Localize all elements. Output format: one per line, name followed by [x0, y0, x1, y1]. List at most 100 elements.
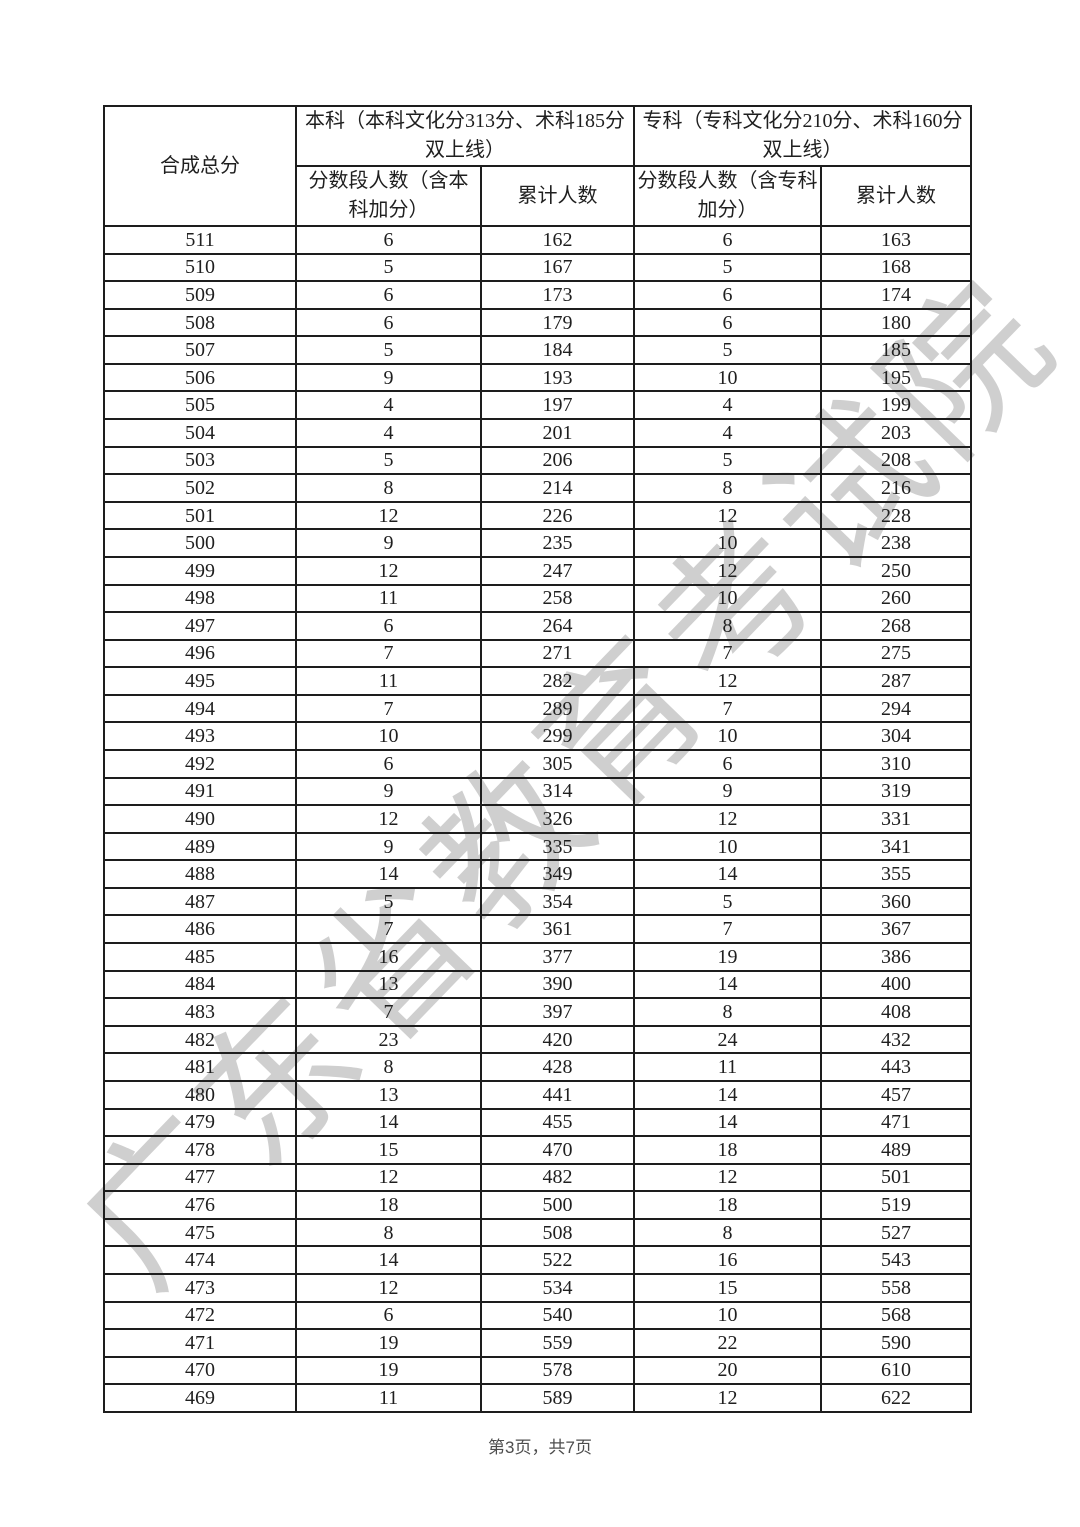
zhuanke-cumulative-cell: 238 [820, 528, 972, 558]
score-cell: 482 [103, 1024, 297, 1055]
zhuanke-count-cell: 9 [633, 776, 822, 807]
benke-count-cell: 9 [295, 362, 482, 393]
zhuanke-cumulative-cell: 519 [820, 1190, 972, 1220]
score-cell: 485 [103, 942, 297, 972]
zhuanke-cumulative-cell: 408 [820, 997, 972, 1027]
benke-cumulative-cell: 247 [480, 555, 635, 586]
benke-cumulative-cell: 193 [480, 362, 635, 393]
zhuanke-count-cell: 10 [633, 362, 822, 393]
benke-count-cell: 11 [295, 666, 482, 696]
table-row: 478 15 470 18 489 [103, 1135, 972, 1165]
benke-cumulative-cell: 534 [480, 1272, 635, 1303]
benke-count-cell: 16 [295, 942, 482, 972]
zhuanke-cumulative-cell: 489 [820, 1135, 972, 1165]
benke-cumulative-cell: 540 [480, 1300, 635, 1331]
zhuanke-cumulative-cell: 294 [820, 693, 972, 724]
zhuanke-count-cell: 18 [633, 1190, 822, 1220]
zhuanke-cumulative-cell: 174 [820, 280, 972, 310]
table-row: 483 7 397 8 408 [103, 997, 972, 1027]
score-cell: 502 [103, 473, 297, 503]
table-row: 505 4 197 4 199 [103, 390, 972, 421]
benke-count-cell: 12 [295, 1162, 482, 1193]
benke-count-cell: 12 [295, 1272, 482, 1303]
table-body: 511 6 162 6 163 510 5 167 5 168 509 6 173 6 174 508 6 179… [103, 225, 972, 1413]
score-cell: 470 [103, 1355, 297, 1386]
benke-count-cell: 11 [295, 583, 482, 614]
zhuanke-cumulative-cell: 310 [820, 748, 972, 779]
zhuanke-count-cell: 7 [633, 693, 822, 724]
zhuanke-count-cell: 7 [633, 914, 822, 945]
benke-count-cell: 6 [295, 1300, 482, 1331]
benke-cumulative-cell: 314 [480, 776, 635, 807]
benke-cumulative-cell: 206 [480, 445, 635, 476]
zhuanke-count-cell: 6 [633, 307, 822, 338]
table-row: 472 6 540 10 568 [103, 1300, 972, 1331]
benke-cumulative-cell: 578 [480, 1355, 635, 1386]
zhuanke-count-cell: 6 [633, 748, 822, 779]
score-cell: 471 [103, 1328, 297, 1358]
table-row: 476 18 500 18 519 [103, 1190, 972, 1220]
zhuanke-count-cell: 8 [633, 611, 822, 641]
zhuanke-count-cell: 14 [633, 1107, 822, 1138]
zhuanke-count-cell: 15 [633, 1272, 822, 1303]
table-row: 474 14 522 16 543 [103, 1245, 972, 1275]
benke-count-cell: 5 [295, 252, 482, 283]
table-row: 485 16 377 19 386 [103, 942, 972, 972]
zhuanke-cumulative-cell: 367 [820, 914, 972, 945]
zhuanke-count-cell: 11 [633, 1052, 822, 1082]
zhuanke-cumulative-cell: 319 [820, 776, 972, 807]
benke-count-cell: 6 [295, 611, 482, 641]
score-cell: 507 [103, 335, 297, 365]
table-row: 502 8 214 8 216 [103, 473, 972, 503]
benke-cumulative-cell: 173 [480, 280, 635, 310]
benke-count-cell: 12 [295, 500, 482, 531]
benke-count-cell: 6 [295, 307, 482, 338]
zhuanke-cumulative-cell: 386 [820, 942, 972, 972]
table-row: 507 5 184 5 185 [103, 335, 972, 365]
zhuanke-cumulative-cell: 208 [820, 445, 972, 476]
score-cell: 504 [103, 418, 297, 448]
table-row: 484 13 390 14 400 [103, 969, 972, 1000]
zhuanke-count-cell: 6 [633, 280, 822, 310]
benke-cumulative-cell: 589 [480, 1383, 635, 1413]
score-cell: 490 [103, 804, 297, 834]
score-cell: 509 [103, 280, 297, 310]
zhuanke-count-cell: 12 [633, 666, 822, 696]
zhuanke-count-cell: 14 [633, 969, 822, 1000]
table-row: 499 12 247 12 250 [103, 555, 972, 586]
score-cell: 478 [103, 1135, 297, 1165]
benke-count-cell: 19 [295, 1355, 482, 1386]
score-cell: 499 [103, 555, 297, 586]
zhuanke-cumulative-cell: 443 [820, 1052, 972, 1082]
zhuanke-cumulative-cell: 195 [820, 362, 972, 393]
score-cell: 475 [103, 1217, 297, 1248]
table-row: 469 11 589 12 622 [103, 1383, 972, 1413]
zhuanke-count-cell: 10 [633, 721, 822, 751]
benke-cumulative-cell: 214 [480, 473, 635, 503]
table-row: 475 8 508 8 527 [103, 1217, 972, 1248]
table-row: 488 14 349 14 355 [103, 859, 972, 889]
score-cell: 498 [103, 583, 297, 614]
corner-header-total-score: 合成总分 [103, 105, 297, 227]
table-row: 506 9 193 10 195 [103, 362, 972, 393]
benke-cumulative-cell: 282 [480, 666, 635, 696]
zhuanke-count-cell: 7 [633, 638, 822, 669]
score-cell: 511 [103, 225, 297, 255]
zhuanke-count-cell: 18 [633, 1135, 822, 1165]
table-row: 480 13 441 14 457 [103, 1079, 972, 1110]
benke-cumulative-cell: 167 [480, 252, 635, 283]
zhuanke-cumulative-cell: 360 [820, 886, 972, 917]
zhuanke-cumulative-cell: 260 [820, 583, 972, 614]
benke-cumulative-cell: 482 [480, 1162, 635, 1193]
zhuanke-count-cell: 10 [633, 583, 822, 614]
benke-cumulative-cell: 201 [480, 418, 635, 448]
benke-cumulative-cell: 397 [480, 997, 635, 1027]
benke-cumulative-cell: 354 [480, 886, 635, 917]
benke-cumulative-cell: 335 [480, 831, 635, 862]
table-row: 508 6 179 6 180 [103, 307, 972, 338]
zhuanke-cumulative-cell: 471 [820, 1107, 972, 1138]
zhuanke-count-cell: 12 [633, 500, 822, 531]
zhuanke-cumulative-cell: 199 [820, 390, 972, 421]
benke-count-cell: 6 [295, 748, 482, 779]
score-cell: 487 [103, 886, 297, 917]
